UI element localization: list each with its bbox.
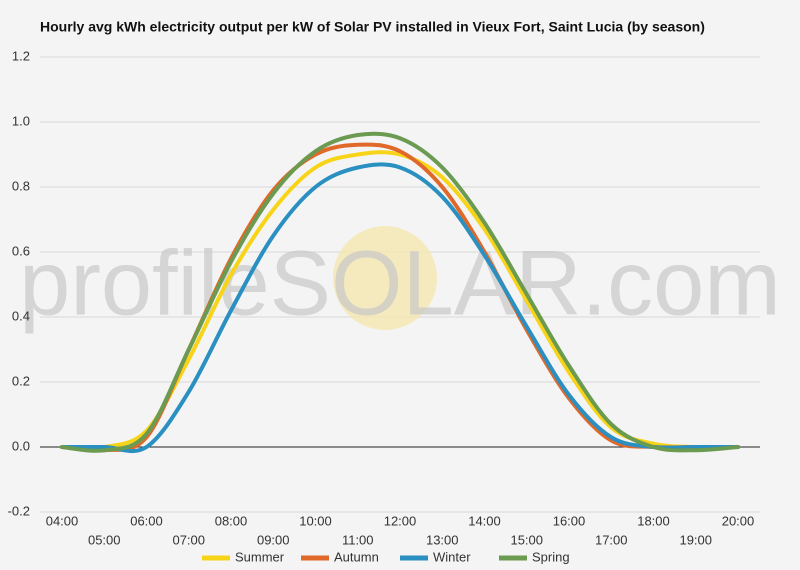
x-tick-label: 18:00 xyxy=(637,513,670,528)
series-line xyxy=(60,131,740,453)
x-tick-label: 17:00 xyxy=(595,532,628,547)
y-tick-label: 0.6 xyxy=(12,243,30,258)
legend-label: Winter xyxy=(433,549,471,564)
x-tick-label: 19:00 xyxy=(679,532,712,547)
legend-label: Autumn xyxy=(334,549,379,564)
y-tick-label: 0.2 xyxy=(12,373,30,388)
series-line xyxy=(60,162,740,454)
y-tick-label: 1.0 xyxy=(12,113,30,128)
y-tick-label: 0.4 xyxy=(12,308,30,323)
x-tick-label: 06:00 xyxy=(130,513,163,528)
series-line xyxy=(60,150,740,451)
x-tick-label: 05:00 xyxy=(88,532,121,547)
x-tick-label: 14:00 xyxy=(468,513,501,528)
y-tick-label: 1.2 xyxy=(12,48,30,63)
y-tick-label: -0.2 xyxy=(8,503,30,518)
x-tick-label: 11:00 xyxy=(342,532,374,547)
x-tick-label: 13:00 xyxy=(426,532,459,547)
legend-label: Spring xyxy=(532,549,570,564)
x-tick-label: 15:00 xyxy=(510,532,543,547)
x-tick-label: 08:00 xyxy=(215,513,248,528)
legend-label: Summer xyxy=(235,549,285,564)
chart-title: Hourly avg kWh electricity output per kW… xyxy=(40,19,705,35)
x-tick-label: 10:00 xyxy=(299,513,332,528)
x-tick-label: 09:00 xyxy=(257,532,290,547)
x-tick-label: 20:00 xyxy=(722,513,755,528)
x-tick-label: 04:00 xyxy=(46,513,79,528)
watermark-sun xyxy=(333,226,437,330)
y-tick-label: 0.8 xyxy=(12,178,30,193)
x-tick-label: 16:00 xyxy=(553,513,586,528)
x-tick-label: 12:00 xyxy=(384,513,417,528)
watermark: profileSOLAR.com xyxy=(19,232,781,334)
y-tick-label: 0.0 xyxy=(12,438,30,453)
x-tick-label: 07:00 xyxy=(172,532,205,547)
